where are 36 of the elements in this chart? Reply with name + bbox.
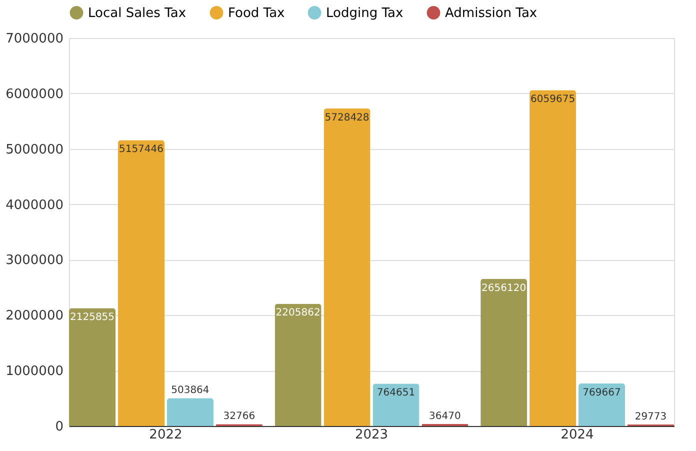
data-label: 2205862 bbox=[276, 308, 320, 319]
x-tick-label: 2023 bbox=[354, 428, 388, 442]
data-label: 764651 bbox=[376, 388, 416, 399]
legend-label: Lodging Tax bbox=[326, 6, 404, 21]
legend-label: Admission Tax bbox=[445, 6, 538, 21]
data-label: 32766 bbox=[223, 411, 256, 422]
bar bbox=[69, 308, 116, 426]
bar bbox=[530, 90, 576, 426]
legend-label: Local Sales Tax bbox=[88, 6, 186, 21]
data-label: 2656120 bbox=[482, 282, 526, 294]
y-tick-label: 3000000 bbox=[6, 253, 64, 268]
x-tick-label: 2022 bbox=[149, 428, 182, 442]
bar bbox=[274, 304, 322, 426]
bar bbox=[324, 108, 370, 426]
bar bbox=[578, 383, 626, 426]
y-tick-label: 7000000 bbox=[6, 32, 64, 46]
y-tick-label: 5000000 bbox=[6, 142, 64, 158]
bar bbox=[118, 140, 164, 426]
data-label: 2125855 bbox=[70, 312, 115, 324]
data-label: 503864 bbox=[171, 385, 210, 396]
data-label: 769667 bbox=[582, 387, 621, 398]
y-tick-label: 6000000 bbox=[6, 86, 64, 102]
data-label: 29773 bbox=[634, 411, 667, 422]
bar bbox=[372, 384, 420, 426]
data-label: 6059675 bbox=[530, 94, 576, 106]
data-label: 5728428 bbox=[324, 112, 370, 124]
y-tick-label: 0 bbox=[55, 420, 64, 434]
y-tick-label: 1000000 bbox=[6, 364, 64, 380]
legend-label: Food Tax bbox=[228, 6, 286, 21]
bar bbox=[166, 398, 214, 426]
x-tick-label: 2024 bbox=[560, 428, 594, 442]
bar bbox=[480, 278, 528, 426]
data-label: 36470 bbox=[429, 410, 461, 422]
y-tick-label: 2000000 bbox=[6, 308, 64, 324]
y-tick-label: 4000000 bbox=[6, 198, 64, 213]
data-label: 5157446 bbox=[118, 144, 164, 156]
